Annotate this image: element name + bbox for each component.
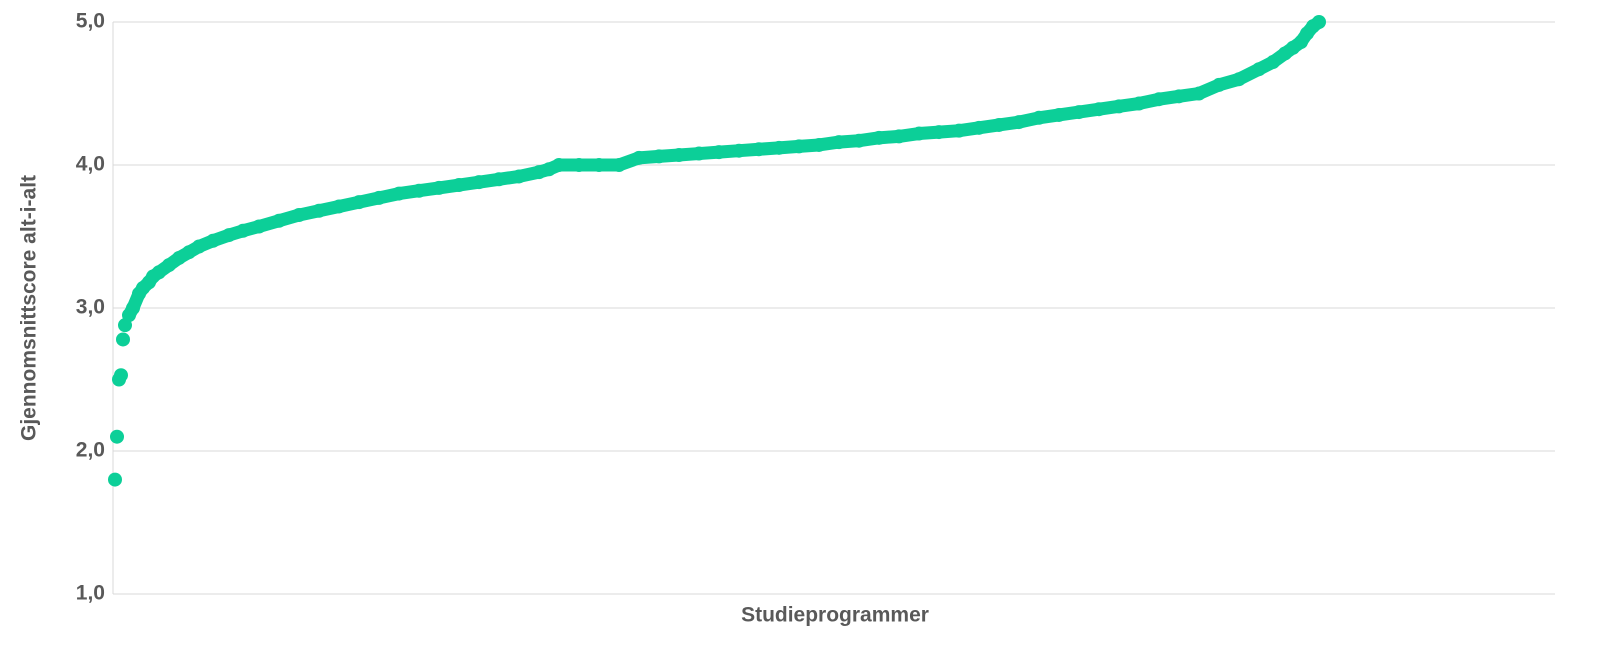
y-tick-label: 4,0 [76,153,105,176]
x-axis-label: Studieprogrammer [741,604,929,627]
point [110,429,124,444]
y-tick-label: 2,0 [76,439,105,462]
point [114,368,128,383]
y-tick-label: 1,0 [76,582,105,605]
point [108,472,122,487]
point-band [122,15,1326,322]
y-tick-label: 3,0 [76,296,105,319]
y-tick-label: 5,0 [76,10,105,33]
point [116,332,130,347]
y-axis-label: Gjennomsnittscore alt-i-alt [18,175,41,441]
